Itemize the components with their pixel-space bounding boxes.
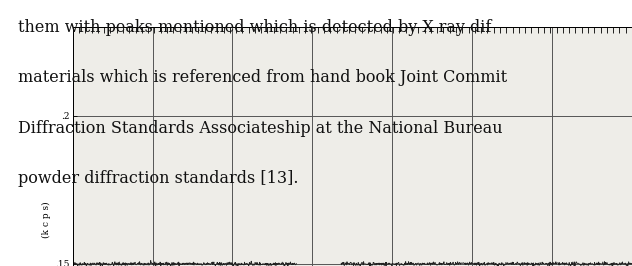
Text: Diffraction Standards Associateship at the National Bureau: Diffraction Standards Associateship at t… [18, 120, 502, 137]
Text: materials which is referenced from hand book Joint Commit: materials which is referenced from hand … [18, 69, 507, 86]
Text: powder diffraction standards [13].: powder diffraction standards [13]. [18, 170, 298, 187]
Text: them with peaks mentioned which is detected by X-ray dif: them with peaks mentioned which is detec… [18, 19, 491, 36]
Y-axis label: (k c p s): (k c p s) [42, 201, 51, 238]
